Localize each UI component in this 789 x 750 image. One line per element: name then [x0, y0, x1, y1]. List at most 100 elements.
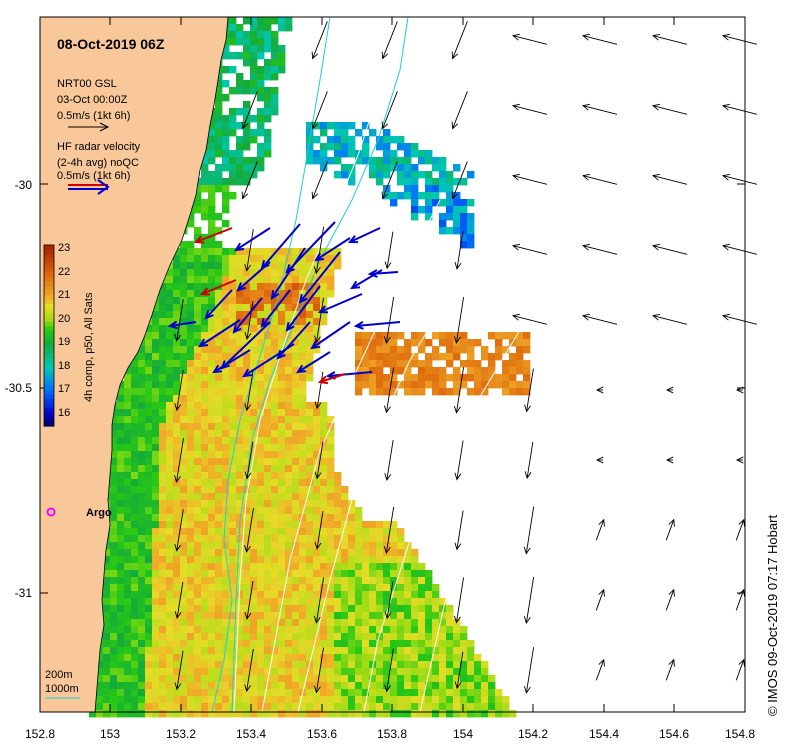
sst-cell: [299, 374, 307, 382]
sst-cell: [187, 276, 195, 284]
sst-cell: [110, 451, 118, 459]
sst-cell: [250, 157, 258, 165]
sst-cell: [418, 682, 426, 690]
sst-cell: [194, 626, 202, 634]
sst-cell: [341, 500, 349, 508]
sst-cell: [411, 668, 419, 676]
sst-cell: [362, 647, 370, 655]
sst-cell: [201, 206, 209, 214]
sst-cell: [138, 696, 146, 704]
sst-cell: [201, 178, 209, 186]
gsl-vector: [722, 103, 758, 115]
sst-cell: [222, 416, 230, 424]
sst-cell: [362, 696, 370, 704]
sst-cell: [229, 150, 237, 158]
sst-cell: [166, 661, 174, 669]
sst-cell: [467, 199, 475, 207]
sst-cell: [460, 682, 468, 690]
sst-cell: [103, 654, 111, 662]
sst-cell: [292, 584, 300, 592]
sst-cell: [131, 472, 139, 480]
sst-cell: [404, 703, 412, 711]
sst-cell: [201, 451, 209, 459]
sst-cell: [313, 444, 321, 452]
sst-cell: [194, 486, 202, 494]
sst-cell: [208, 479, 216, 487]
sst-cell: [145, 367, 153, 375]
sst-cell: [124, 647, 132, 655]
sst-cell: [208, 388, 216, 396]
sst-cell: [110, 458, 118, 466]
sst-cell: [194, 570, 202, 578]
sst-cell: [285, 500, 293, 508]
sst-cell: [299, 612, 307, 620]
sst-cell: [131, 682, 139, 690]
sst-cell: [362, 549, 370, 557]
sst-cell: [460, 647, 468, 655]
sst-cell: [425, 381, 433, 389]
gsl-vector: [512, 313, 548, 325]
sst-cell: [285, 507, 293, 515]
sst-cell: [285, 416, 293, 424]
sst-cell: [502, 367, 510, 375]
sst-cell: [474, 668, 482, 676]
sst-cell: [390, 332, 398, 340]
colorbar-tick-label: 16: [58, 407, 70, 419]
sst-cell: [243, 269, 251, 277]
isobath-deep-3: [363, 329, 521, 713]
sst-cell: [376, 633, 384, 641]
sst-cell: [229, 626, 237, 634]
sst-cell: [173, 304, 181, 312]
sst-cell: [166, 423, 174, 431]
sst-cell: [187, 332, 195, 340]
sst-cell: [271, 472, 279, 480]
sst-cell: [320, 528, 328, 536]
sst-cell: [222, 661, 230, 669]
sst-cell: [306, 367, 314, 375]
sst-cell: [124, 563, 132, 571]
sst-cell: [145, 472, 153, 480]
radar-vector: [296, 351, 331, 374]
sst-cell: [243, 416, 251, 424]
sst-cell: [257, 577, 265, 585]
sst-cell: [250, 556, 258, 564]
sst-cell: [369, 612, 377, 620]
sst-cell: [292, 283, 300, 291]
sst-cell: [145, 584, 153, 592]
sst-cell: [264, 136, 272, 144]
sst-cell: [278, 283, 286, 291]
sst-cell: [292, 367, 300, 375]
radar-vector: [232, 297, 263, 334]
sst-cell: [131, 451, 139, 459]
sst-cell: [194, 269, 202, 277]
sst-cell: [257, 325, 265, 333]
sst-cell: [404, 591, 412, 599]
sst-cell: [320, 654, 328, 662]
sst-cell: [278, 577, 286, 585]
sst-cell: [187, 486, 195, 494]
sst-cell: [278, 318, 286, 326]
sst-cell: [166, 640, 174, 648]
sst-cell: [369, 549, 377, 557]
gsl-vector: [652, 33, 688, 45]
sst-cell: [285, 353, 293, 361]
sst-cell: [383, 360, 391, 368]
sst-cell: [124, 591, 132, 599]
sst-cell: [194, 402, 202, 410]
sst-cell: [145, 542, 153, 550]
sst-cell: [264, 500, 272, 508]
sst-cell: [390, 612, 398, 620]
sst-cell: [236, 563, 244, 571]
sst-cell: [439, 220, 447, 228]
sst-cell: [257, 122, 265, 130]
sst-cell: [180, 374, 188, 382]
sst-cell: [362, 619, 370, 627]
sst-cell: [145, 528, 153, 536]
radar-vector: [367, 269, 399, 278]
sst-cell: [152, 633, 160, 641]
sst-cell: [264, 696, 272, 704]
sst-cell: [124, 374, 132, 382]
sst-cell: [348, 584, 356, 592]
sst-cell: [341, 682, 349, 690]
sst-cell: [215, 423, 223, 431]
